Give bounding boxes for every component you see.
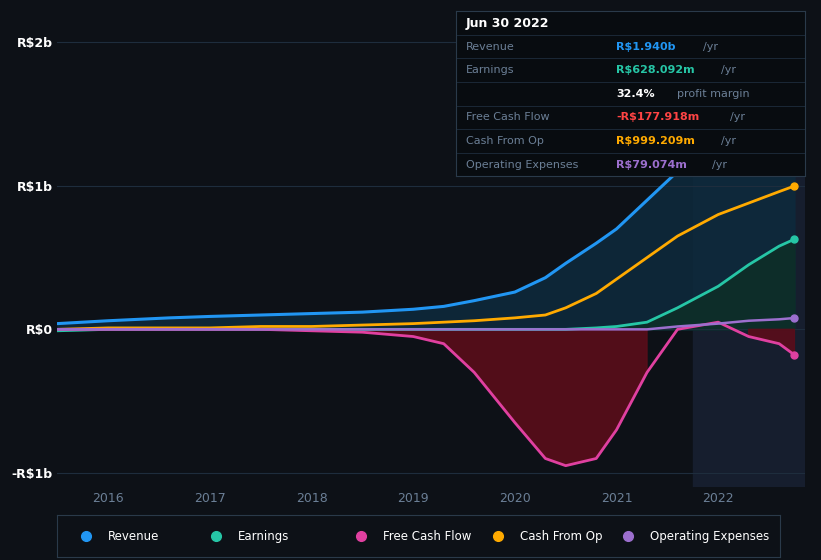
- Text: Cash From Op: Cash From Op: [466, 136, 544, 146]
- Text: 32.4%: 32.4%: [616, 89, 655, 99]
- Text: R$999.209m: R$999.209m: [616, 136, 695, 146]
- Text: /yr: /yr: [721, 65, 736, 75]
- Text: R$79.074m: R$79.074m: [616, 160, 687, 170]
- Text: R$1.940b: R$1.940b: [616, 41, 676, 52]
- Text: -R$177.918m: -R$177.918m: [616, 113, 699, 123]
- Text: /yr: /yr: [704, 41, 718, 52]
- Text: Jun 30 2022: Jun 30 2022: [466, 16, 549, 30]
- Text: Operating Expenses: Operating Expenses: [650, 530, 769, 543]
- Bar: [693, 28, 805, 487]
- Text: profit margin: profit margin: [677, 89, 750, 99]
- Text: Earnings: Earnings: [466, 65, 515, 75]
- Text: Free Cash Flow: Free Cash Flow: [466, 113, 550, 123]
- Text: Operating Expenses: Operating Expenses: [466, 160, 579, 170]
- Text: /yr: /yr: [721, 136, 736, 146]
- Text: Cash From Op: Cash From Op: [520, 530, 603, 543]
- Text: R$628.092m: R$628.092m: [616, 65, 695, 75]
- Text: Revenue: Revenue: [466, 41, 515, 52]
- Text: /yr: /yr: [730, 113, 745, 123]
- Text: /yr: /yr: [712, 160, 727, 170]
- Text: Earnings: Earnings: [238, 530, 290, 543]
- Text: Revenue: Revenue: [108, 530, 159, 543]
- Text: Free Cash Flow: Free Cash Flow: [383, 530, 471, 543]
